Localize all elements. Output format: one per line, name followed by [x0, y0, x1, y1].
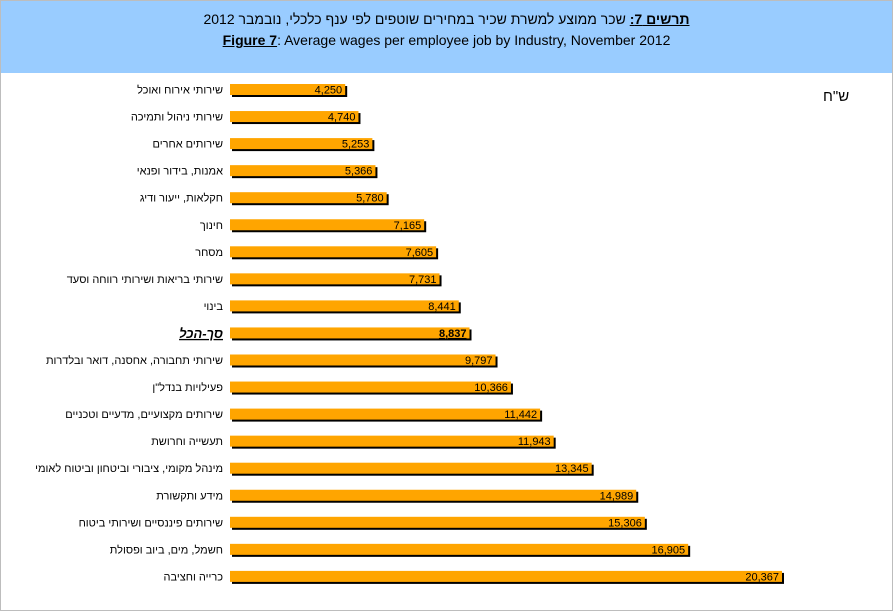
category-label: שירותי בריאות ושירותי רווחה וסעד	[67, 274, 223, 286]
bar-value-label: 13,345	[555, 463, 589, 475]
title-hebrew-prefix: תרשים 7:	[629, 11, 690, 27]
category-label: חינוך	[200, 220, 223, 232]
bar-value-label: 11,943	[518, 436, 551, 448]
bar-value-label: 10,366	[474, 382, 508, 394]
category-label: סך-הכל	[179, 326, 223, 341]
bar	[230, 246, 437, 258]
bar	[230, 435, 554, 447]
bar-value-label: 4,740	[328, 112, 356, 124]
bar-value-label: 20,367	[745, 571, 779, 583]
category-label: חקלאות, ייעור ודיג	[140, 192, 223, 205]
bar	[230, 408, 541, 420]
category-label: מידע ותקשורת	[156, 490, 223, 502]
category-label: חשמל, מים, ביוב ופסולת	[110, 543, 223, 556]
unit-label: ש"ח	[823, 88, 850, 105]
bar-value-label: 8,837	[439, 328, 467, 340]
bar	[230, 516, 645, 528]
bar	[230, 111, 359, 123]
title-english: Figure 7: Average wages per employee job…	[1, 32, 892, 48]
category-label: כרייה וחציבה	[164, 571, 224, 583]
bar	[230, 273, 440, 285]
bar	[230, 84, 346, 95]
bar-value-label: 9,797	[465, 355, 493, 367]
category-label: תעשייה וחרושת	[151, 436, 223, 448]
category-label: שירותים אחרים	[153, 139, 224, 151]
category-label: שירותי תחבורה, אחסנה, דואר ובלדרות	[46, 354, 223, 367]
bar-value-label: 15,306	[608, 517, 642, 529]
bar	[230, 489, 637, 501]
bar	[230, 327, 470, 339]
title-english-prefix: Figure 7	[222, 32, 278, 48]
bar-value-label: 5,253	[342, 139, 370, 151]
bar-value-label: 11,442	[504, 409, 537, 421]
category-label: מסחר	[195, 247, 223, 259]
category-label: שירותים פיננסיים ושירותי ביטוח	[79, 517, 223, 529]
bar-value-label: 16,905	[652, 544, 686, 556]
chart-header: תרשים 7: שכר ממוצע למשרת שכיר במחירים שו…	[1, 1, 892, 73]
bar-chart: 4,250 שירותי אירוח ואוכל 4,740 שירותי ניהול…	[35, 84, 784, 584]
bar	[230, 165, 376, 177]
bar-value-label: 7,731	[409, 274, 437, 286]
bar-value-label: 5,366	[345, 166, 373, 178]
bar	[230, 543, 689, 555]
category-label: מינהל מקומי, ציבורי וביטחון וביטוח לאומי	[35, 462, 223, 475]
bar-value-label: 7,605	[406, 247, 434, 259]
bar	[230, 354, 496, 366]
bar-value-label: 7,165	[394, 220, 422, 232]
title-hebrew-text: שכר ממוצע למשרת שכיר במחירים שוטפים לפי …	[203, 11, 630, 27]
bar	[230, 192, 387, 204]
bar	[230, 138, 373, 150]
bar	[230, 462, 592, 474]
bar-value-label: 5,780	[356, 193, 384, 205]
bar	[230, 300, 459, 312]
category-label: שירותי ניהול ותמיכה	[131, 111, 223, 124]
category-label: פעילויות בנדל"ן	[152, 381, 223, 394]
bar	[230, 570, 782, 582]
bar-value-label: 8,441	[428, 301, 456, 313]
title-hebrew: תרשים 7: שכר ממוצע למשרת שכיר במחירים שו…	[1, 11, 892, 27]
bar-value-label: 4,250	[315, 85, 343, 97]
category-label: אמנות, בידור ופנאי	[137, 166, 223, 178]
title-english-text: : Average wages per employee job by Indu…	[277, 32, 671, 48]
category-label: בינוי	[204, 301, 224, 313]
bar	[230, 381, 511, 393]
bar-value-label: 14,989	[600, 490, 634, 502]
category-label: שירותים מקצועיים, מדעיים וטכניים	[65, 409, 223, 421]
bar	[230, 219, 425, 231]
category-label: שירותי אירוח ואוכל	[137, 84, 223, 97]
